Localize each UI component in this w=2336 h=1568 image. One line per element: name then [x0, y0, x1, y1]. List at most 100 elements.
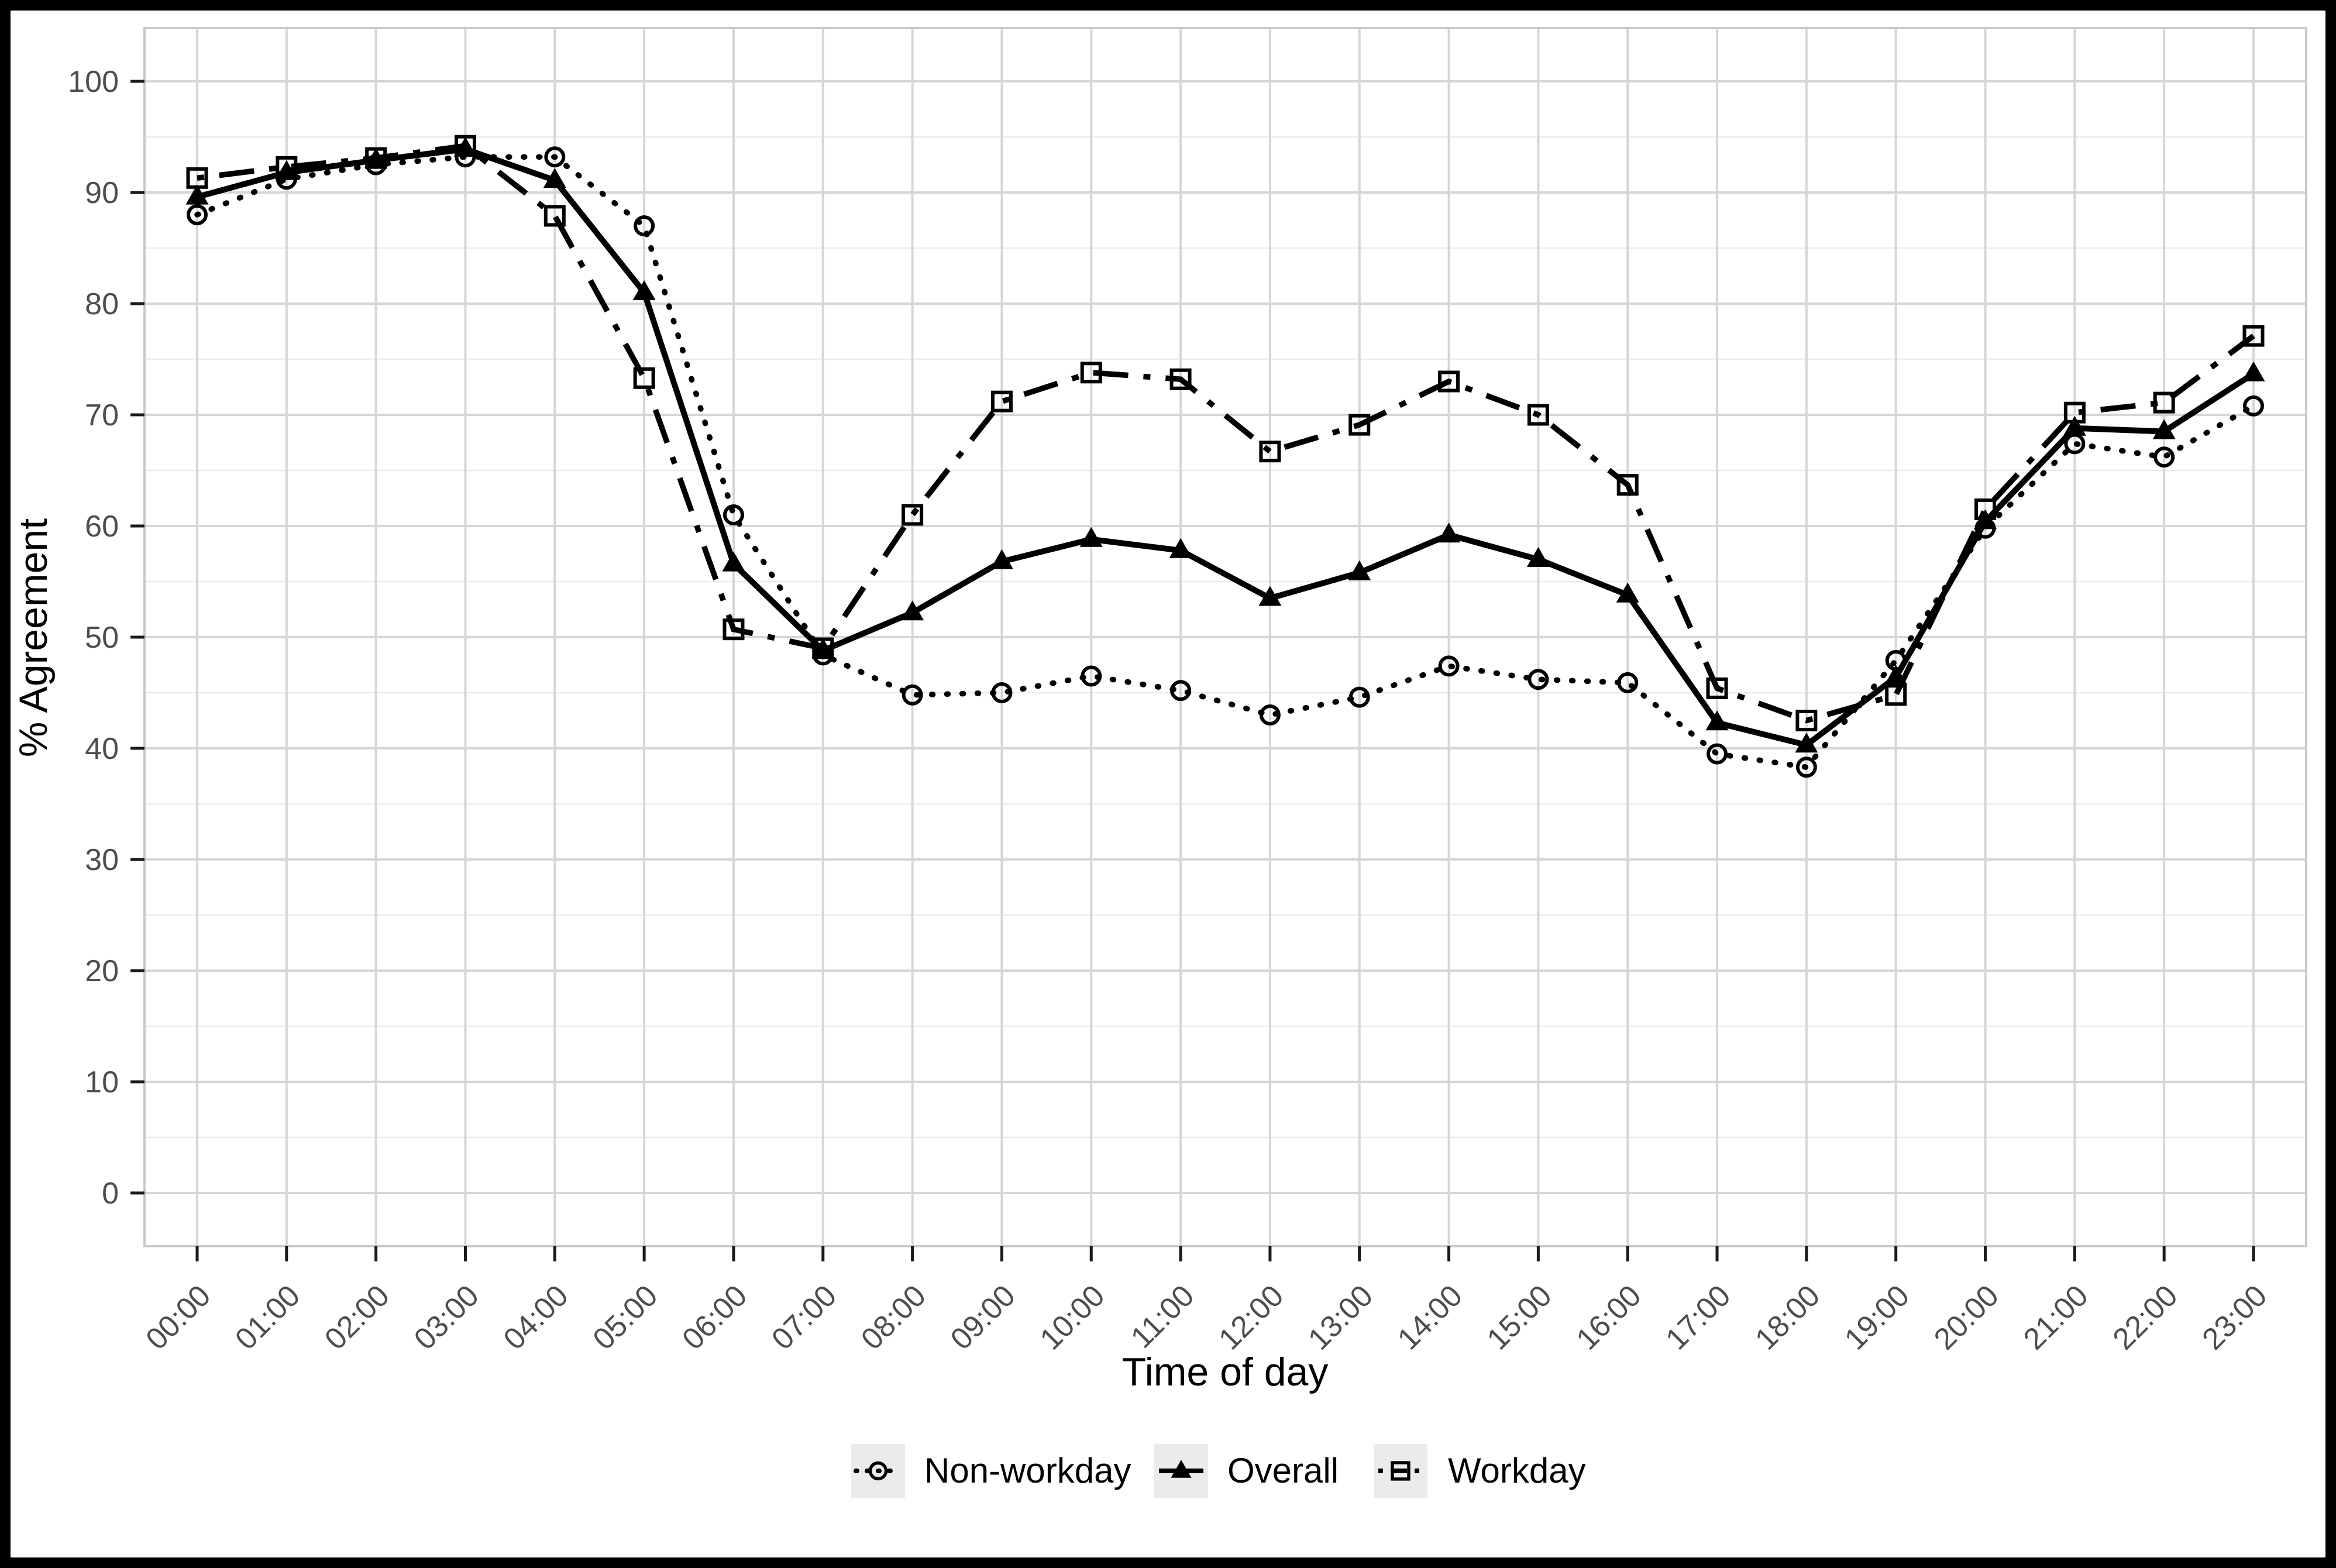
- legend-label-workday: Workday: [1448, 1451, 1586, 1490]
- plot-layers: 0 10 20 30 40 50 60 70 80 90 100 00:00 01:00 02:00 03:…: [68, 27, 2307, 1357]
- series-line: [196, 146, 2255, 748]
- square-marker: [723, 618, 745, 641]
- circle-marker: [2153, 446, 2175, 468]
- square-marker: [276, 156, 298, 178]
- circle-marker: [902, 684, 923, 706]
- y-axis-title: % Agreement: [11, 518, 56, 757]
- circle-marker: [544, 146, 566, 168]
- x-tick-label: 18:00: [1749, 1278, 1826, 1356]
- series-overall: [185, 136, 2265, 753]
- y-tick-label: 80: [85, 287, 119, 321]
- triangle-marker: [2242, 361, 2265, 381]
- square-marker: [1348, 414, 1371, 436]
- triangle-marker: [1705, 710, 1729, 731]
- square-marker: [1259, 441, 1281, 463]
- legend-item-non-workday: Non-workday: [851, 1444, 1131, 1498]
- circle-marker: [723, 504, 744, 525]
- circle-marker: [634, 215, 655, 236]
- circle-marker: [991, 682, 1013, 703]
- circle-marker: [1348, 686, 1370, 708]
- series-markers: [186, 135, 2265, 731]
- triangle-marker: [722, 551, 745, 572]
- circle-marker: [1259, 704, 1281, 725]
- triangle-marker: [1437, 522, 1461, 543]
- square-marker: [1795, 710, 1818, 731]
- y-tick-label: 90: [85, 176, 119, 210]
- legend-key-dotdash-square: [1374, 1444, 1427, 1498]
- square-marker: [1438, 370, 1460, 393]
- y-tick-label: 20: [85, 954, 119, 988]
- x-tick-label: 08:00: [855, 1278, 933, 1356]
- x-tick-label: 12:00: [1212, 1278, 1290, 1356]
- circle-marker: [1527, 669, 1549, 690]
- circle-marker: [1617, 672, 1639, 693]
- triangle-marker: [1616, 582, 1639, 603]
- x-tick-label: 19:00: [1838, 1278, 1916, 1356]
- x-tick-label: 17:00: [1659, 1278, 1737, 1356]
- x-tick-label: 01:00: [229, 1278, 307, 1356]
- triangle-marker: [990, 549, 1013, 569]
- x-tick-label: 06:00: [676, 1278, 754, 1356]
- legend-key-solid-triangle: [1154, 1444, 1208, 1498]
- series-line: [197, 143, 2255, 724]
- x-tick-label: 05:00: [587, 1278, 665, 1356]
- square-marker: [990, 390, 1013, 412]
- x-axis-title: Time of day: [1122, 1350, 1329, 1394]
- major-gridlines: [145, 28, 2306, 1246]
- square-marker: [1391, 1461, 1410, 1481]
- triangle-marker: [1526, 547, 1550, 567]
- series-line: [194, 154, 2256, 771]
- y-tick-label: 100: [68, 65, 119, 99]
- y-tick-label: 50: [85, 621, 119, 655]
- x-tick-label: 04:00: [497, 1278, 575, 1356]
- x-tick-label: 20:00: [1928, 1278, 2005, 1356]
- circle-marker: [1170, 680, 1192, 702]
- triangle-marker: [543, 168, 566, 188]
- square-marker: [2063, 401, 2086, 424]
- square-marker: [2242, 325, 2265, 347]
- triangle-marker: [1795, 733, 1818, 753]
- x-axis: 00:00 01:00 02:00 03:00 04:00 05:00 06:00 07:00…: [139, 1246, 2273, 1357]
- x-tick-label: 23:00: [2196, 1278, 2273, 1356]
- circle-marker: [1081, 665, 1102, 687]
- x-tick-label: 16:00: [1570, 1278, 1648, 1356]
- y-tick-label: 0: [102, 1177, 119, 1211]
- series-markers: [185, 136, 2265, 753]
- y-tick-label: 70: [85, 398, 119, 432]
- x-tick-label: 09:00: [944, 1278, 1022, 1356]
- legend-item-workday: Workday: [1374, 1444, 1586, 1498]
- legend-item-overall: Overall: [1154, 1444, 1339, 1498]
- square-marker: [1885, 684, 1907, 706]
- x-tick-label: 02:00: [318, 1278, 396, 1356]
- square-marker: [902, 504, 924, 526]
- series-non-workday: [187, 146, 2264, 778]
- triangle-marker: [1258, 586, 1282, 606]
- square-marker: [1706, 677, 1728, 699]
- x-tick-label: 21:00: [2017, 1278, 2095, 1356]
- triangle-marker: [632, 280, 656, 300]
- x-tick-label: 13:00: [1302, 1278, 1379, 1356]
- y-tick-label: 40: [85, 732, 119, 766]
- square-marker: [2153, 391, 2175, 414]
- circle-marker: [1707, 743, 1728, 765]
- x-tick-label: 15:00: [1481, 1278, 1559, 1356]
- minor-gridlines: [145, 136, 2306, 1139]
- square-marker: [454, 135, 476, 157]
- circle-marker: [1795, 757, 1817, 778]
- square-marker: [1169, 368, 1192, 390]
- x-tick-label: 14:00: [1391, 1278, 1469, 1356]
- y-axis: 0 10 20 30 40 50 60 70 80 90 100: [68, 65, 145, 1211]
- x-tick-label: 22:00: [2107, 1278, 2184, 1356]
- series-workday: [186, 135, 2265, 731]
- legend-label-non-workday: Non-workday: [924, 1451, 1131, 1490]
- circle-marker: [868, 1461, 888, 1481]
- legend-key-dotted-circle: [851, 1444, 905, 1498]
- triangle-marker: [1171, 1460, 1192, 1478]
- square-marker: [1080, 362, 1102, 384]
- triangle-marker: [185, 184, 209, 205]
- triangle-marker: [2063, 415, 2086, 436]
- square-marker: [1527, 404, 1549, 426]
- square-marker: [365, 147, 387, 169]
